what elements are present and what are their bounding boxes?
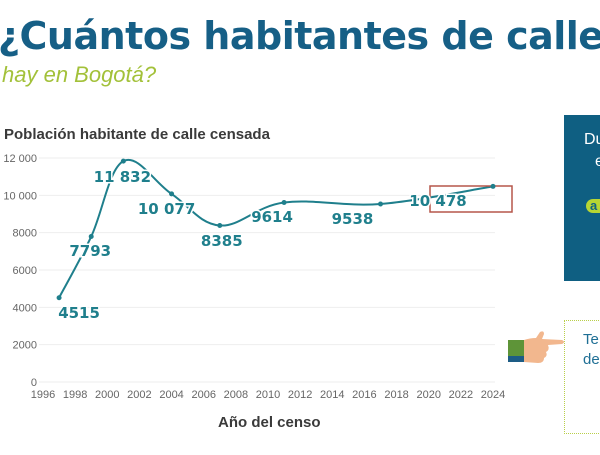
data-point <box>281 200 287 206</box>
pointing-hand-icon <box>508 331 564 363</box>
data-label: 7793 <box>69 242 111 260</box>
info-box-text-1: Du <box>584 131 600 148</box>
page-title: ¿Cuántos habitantes de calle <box>0 14 600 58</box>
data-point <box>490 183 496 189</box>
y-tick-label: 10 000 <box>3 190 37 202</box>
x-tick-label: 1998 <box>63 389 87 401</box>
data-label: 9614 <box>251 208 293 226</box>
page-subtitle: hay en Bogotá? <box>2 62 157 87</box>
info-box-text-2: e <box>595 153 600 170</box>
note-box: Te de <box>564 320 600 434</box>
x-tick-label: 2014 <box>320 389 344 401</box>
data-label: 11 832 <box>94 168 151 186</box>
note-text-1: Te <box>583 331 599 348</box>
x-tick-label: 2018 <box>384 389 408 401</box>
data-point <box>169 191 175 197</box>
x-tick-label: 2010 <box>256 389 280 401</box>
highlight-box <box>429 185 513 213</box>
x-tick-label: 2002 <box>127 389 151 401</box>
data-label: 9538 <box>332 210 374 228</box>
y-tick-label: 12 000 <box>3 153 37 165</box>
x-tick-label: 2020 <box>416 389 440 401</box>
x-tick-label: 2004 <box>159 389 183 401</box>
x-tick-label: 2012 <box>288 389 312 401</box>
x-tick-label: 2008 <box>224 389 248 401</box>
x-tick-label: 1996 <box>31 389 55 401</box>
y-tick-label: 6000 <box>13 265 37 277</box>
y-tick-label: 2000 <box>13 340 37 352</box>
x-tick-label: 2016 <box>352 389 376 401</box>
info-box: Du e a <box>564 115 600 281</box>
info-box-pill: a <box>586 199 600 213</box>
note-text-2: de <box>583 351 600 368</box>
data-point <box>378 201 383 207</box>
y-tick-label: 8000 <box>13 228 37 240</box>
data-point <box>217 222 223 228</box>
data-label: 8385 <box>201 232 243 250</box>
data-point <box>88 234 94 240</box>
x-tick-label: 2022 <box>449 389 473 401</box>
y-tick-label: 0 <box>31 377 37 389</box>
chart-title: Población habitante de calle censada <box>4 126 270 143</box>
data-point <box>120 158 126 164</box>
x-axis-label: Año del censo <box>218 414 321 431</box>
y-tick-label: 4000 <box>13 302 37 314</box>
data-point <box>56 295 62 301</box>
data-label: 10 077 <box>138 200 195 218</box>
x-tick-label: 2024 <box>481 389 505 401</box>
data-label: 4515 <box>58 304 100 322</box>
data-label: 10 478 <box>409 192 466 210</box>
x-tick-label: 2006 <box>191 389 215 401</box>
x-tick-label: 2000 <box>95 389 119 401</box>
